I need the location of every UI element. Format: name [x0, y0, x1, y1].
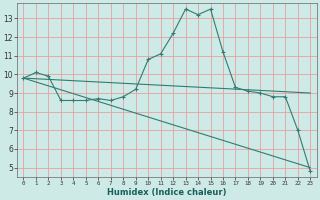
X-axis label: Humidex (Indice chaleur): Humidex (Indice chaleur) [107, 188, 227, 197]
